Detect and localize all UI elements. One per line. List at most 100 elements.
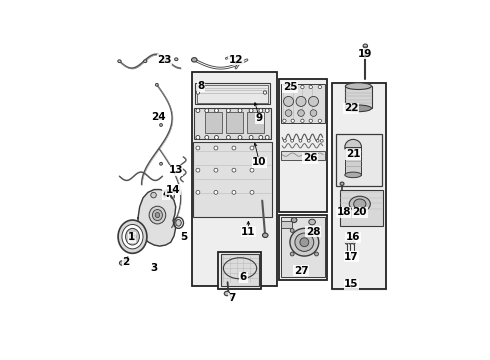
Ellipse shape: [320, 139, 323, 142]
Ellipse shape: [118, 220, 147, 253]
Ellipse shape: [224, 291, 230, 296]
Bar: [345, 147, 362, 175]
Ellipse shape: [125, 228, 140, 245]
Ellipse shape: [122, 225, 143, 249]
Text: 5: 5: [180, 232, 188, 242]
Ellipse shape: [249, 109, 253, 112]
Text: 9: 9: [256, 113, 263, 123]
Ellipse shape: [196, 109, 200, 112]
Text: 4: 4: [162, 189, 170, 199]
Ellipse shape: [283, 119, 286, 122]
Ellipse shape: [196, 135, 200, 139]
Bar: [205, 112, 222, 133]
Bar: [279, 79, 327, 212]
Text: 17: 17: [344, 252, 359, 262]
Text: 16: 16: [346, 232, 360, 242]
Ellipse shape: [299, 139, 302, 142]
Ellipse shape: [295, 233, 314, 251]
Ellipse shape: [149, 206, 166, 224]
Ellipse shape: [155, 84, 158, 86]
Text: 7: 7: [228, 293, 235, 303]
Ellipse shape: [345, 242, 348, 244]
Text: 10: 10: [252, 157, 267, 167]
Ellipse shape: [283, 85, 286, 89]
Polygon shape: [138, 190, 176, 246]
Ellipse shape: [259, 135, 263, 139]
Ellipse shape: [315, 229, 318, 233]
Ellipse shape: [354, 199, 366, 209]
Ellipse shape: [249, 135, 253, 139]
Ellipse shape: [160, 123, 162, 126]
Ellipse shape: [263, 91, 267, 94]
Ellipse shape: [301, 85, 304, 89]
Ellipse shape: [166, 57, 170, 59]
Ellipse shape: [309, 85, 313, 89]
Ellipse shape: [196, 91, 199, 94]
Text: 14: 14: [166, 185, 180, 194]
Ellipse shape: [226, 109, 230, 112]
Ellipse shape: [226, 135, 230, 139]
Ellipse shape: [155, 212, 160, 217]
Ellipse shape: [349, 196, 370, 212]
Text: 23: 23: [157, 55, 172, 65]
Text: 6: 6: [240, 273, 247, 283]
Text: 3: 3: [150, 263, 157, 273]
Ellipse shape: [298, 110, 304, 116]
Bar: [281, 221, 292, 228]
Ellipse shape: [265, 109, 269, 112]
Ellipse shape: [345, 105, 371, 112]
Bar: [247, 112, 264, 133]
Ellipse shape: [118, 60, 121, 63]
Text: 22: 22: [343, 103, 358, 113]
Text: 8: 8: [197, 81, 204, 91]
Text: 21: 21: [346, 149, 360, 159]
Text: 12: 12: [229, 55, 243, 65]
Ellipse shape: [318, 119, 321, 122]
Ellipse shape: [363, 44, 368, 48]
Ellipse shape: [205, 109, 209, 112]
Ellipse shape: [309, 96, 318, 107]
Bar: [194, 143, 272, 217]
Ellipse shape: [196, 190, 200, 194]
Ellipse shape: [345, 83, 371, 90]
Bar: [281, 84, 325, 123]
Ellipse shape: [250, 190, 254, 194]
Ellipse shape: [318, 85, 321, 89]
Ellipse shape: [176, 220, 181, 226]
Bar: [218, 252, 261, 288]
Text: 19: 19: [358, 49, 372, 59]
Ellipse shape: [315, 252, 318, 256]
Ellipse shape: [300, 238, 309, 247]
Ellipse shape: [291, 119, 294, 122]
Ellipse shape: [340, 182, 344, 185]
Ellipse shape: [284, 96, 294, 107]
Ellipse shape: [120, 261, 125, 265]
Bar: [332, 84, 387, 288]
Ellipse shape: [290, 252, 294, 256]
Bar: [195, 108, 271, 139]
Ellipse shape: [250, 146, 254, 150]
Ellipse shape: [307, 139, 310, 142]
Bar: [226, 112, 243, 133]
Ellipse shape: [192, 58, 197, 62]
Ellipse shape: [232, 190, 236, 194]
Ellipse shape: [144, 60, 147, 63]
Ellipse shape: [345, 172, 362, 177]
Ellipse shape: [263, 233, 268, 238]
Ellipse shape: [214, 146, 218, 150]
Ellipse shape: [205, 135, 209, 139]
Ellipse shape: [215, 135, 219, 139]
Ellipse shape: [214, 190, 218, 194]
Bar: [192, 72, 277, 286]
Ellipse shape: [309, 219, 316, 225]
Ellipse shape: [215, 109, 219, 112]
Ellipse shape: [238, 109, 242, 112]
Ellipse shape: [214, 168, 218, 172]
Text: 27: 27: [294, 266, 308, 275]
Ellipse shape: [284, 139, 286, 142]
Ellipse shape: [174, 58, 178, 61]
Ellipse shape: [259, 109, 263, 112]
Ellipse shape: [349, 242, 352, 244]
Ellipse shape: [265, 135, 269, 139]
Ellipse shape: [250, 168, 254, 172]
